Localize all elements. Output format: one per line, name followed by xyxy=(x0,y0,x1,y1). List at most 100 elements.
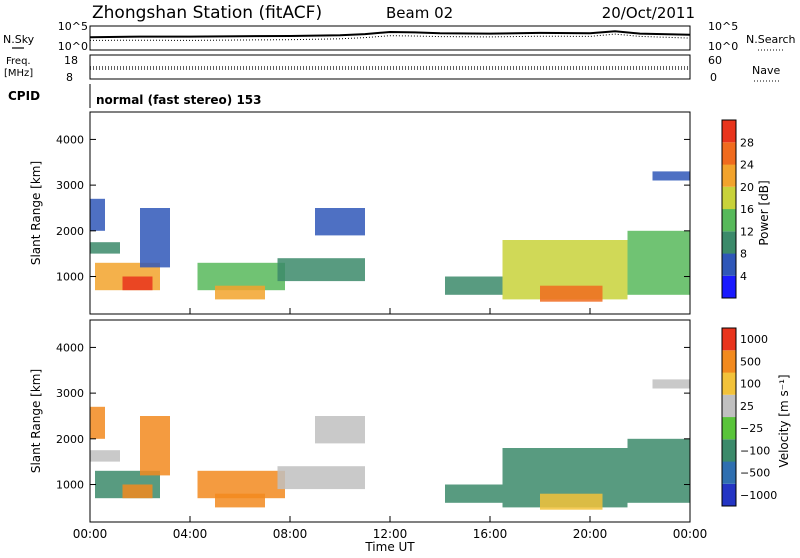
noise-lines xyxy=(89,30,691,41)
x-tick-label: 12:00 xyxy=(373,527,408,541)
colorbar-tick-label: 8 xyxy=(740,248,747,261)
colorbar-segment xyxy=(722,439,736,462)
noise-tick-bottom-left: 10^0 xyxy=(58,40,88,53)
heatmap-region xyxy=(197,470,285,499)
colorbar-segment xyxy=(722,417,736,440)
nave-label: Nave xyxy=(752,64,780,77)
colorbar-segment xyxy=(722,164,736,187)
noise-panel: N.Sky 10^5 10^0 10^5 10^0 N.Search xyxy=(3,20,796,53)
cpid-text: normal (fast stereo) 153 xyxy=(96,93,262,107)
colorbar-tick-label: −100 xyxy=(740,444,770,457)
velocity-panel: 1000 2000 3000 4000 Slant Range [km] 1000 50… xyxy=(29,319,791,523)
power-y-axis-label: Slant Range [km] xyxy=(29,161,43,265)
colorbar-segment xyxy=(722,350,736,373)
date-label: 20/Oct/2011 xyxy=(602,4,695,22)
colorbar-tick-label: 24 xyxy=(740,159,754,172)
heatmap-region xyxy=(90,450,120,462)
station-title: Zhongshan Station (fitACF) xyxy=(92,3,322,23)
x-tick-label: 04:00 xyxy=(173,527,208,541)
velocity-colorbar: 1000 500 100 25 −25 −100 −500 −1000 xyxy=(721,327,777,507)
velocity-colorbar-label: Velocity [m s⁻¹] xyxy=(777,374,791,467)
heatmap-region xyxy=(277,258,365,282)
colorbar-tick-label: −25 xyxy=(740,422,763,435)
freq-label-line1: Freq. xyxy=(6,56,31,67)
nsky-series-line xyxy=(89,30,691,39)
colorbar-segment xyxy=(722,120,736,143)
colorbar-tick-label: 25 xyxy=(740,400,754,413)
freq-label-line2: [MHz] xyxy=(4,68,33,79)
y-tick-label: 3000 xyxy=(56,387,84,400)
colorbar-segment xyxy=(722,275,736,299)
velocity-y-axis-label: Slant Range [km] xyxy=(29,369,43,473)
heatmap-region xyxy=(652,171,690,181)
freq-dots xyxy=(90,66,690,70)
colorbar-tick-label: 100 xyxy=(740,378,761,391)
power-panel: 1000 2000 3000 4000 Slant Range [km] 4 8 12 16… xyxy=(29,111,771,315)
x-tick-label: 20:00 xyxy=(573,527,608,541)
colorbar-segment xyxy=(722,186,736,210)
x-axis-ticks: 00:00 04:00 08:00 12:00 16:00 20:00 00:00 xyxy=(73,308,708,541)
heatmap-region xyxy=(215,285,265,300)
power-colorbar: 4 8 12 16 20 24 28 xyxy=(721,119,754,299)
colorbar-tick-label: −500 xyxy=(740,467,770,480)
colorbar-segment xyxy=(722,394,736,418)
colorbar-segment xyxy=(722,142,736,165)
colorbar-tick-label: 1000 xyxy=(740,333,768,346)
nave-tick-top: 60 xyxy=(708,54,722,67)
colorbar-tick-label: 4 xyxy=(740,270,747,283)
noise-tick-top-right: 10^5 xyxy=(708,20,738,33)
x-tick-label: 00:00 xyxy=(73,527,108,541)
heatmap-region xyxy=(277,466,365,490)
colorbar-segment xyxy=(722,253,736,276)
nsearch-label: N.Search xyxy=(746,33,796,46)
heatmap-region xyxy=(90,198,105,231)
power-colorbar-label: Power [dB] xyxy=(757,180,771,245)
y-tick-label: 1000 xyxy=(56,479,84,492)
beam-label: Beam 02 xyxy=(386,4,453,22)
heatmap-region xyxy=(315,208,365,236)
x-tick-label: 00:00 xyxy=(673,527,708,541)
heatmap-region xyxy=(652,379,690,389)
colorbar-segment xyxy=(722,372,736,395)
heatmap-region xyxy=(122,484,153,499)
velocity-y-ticks: 1000 2000 3000 4000 xyxy=(56,341,690,492)
colorbar-frame xyxy=(721,119,737,299)
heatmap-region xyxy=(445,484,503,503)
y-tick-label: 2000 xyxy=(56,433,84,446)
x-axis-label: Time UT xyxy=(364,540,415,554)
heatmap-region xyxy=(90,242,120,254)
heatmap-region xyxy=(140,416,170,476)
heatmap-region xyxy=(122,276,153,291)
cpid-label: CPID xyxy=(8,89,40,103)
freq-panel: Freq. [MHz] 18 8 60 0 Nave xyxy=(4,54,780,84)
freq-tick-top: 18 xyxy=(64,54,78,67)
colorbar-tick-label: −1000 xyxy=(740,489,777,502)
freq-tick-bottom: 8 xyxy=(66,71,73,84)
colorbar-tick-label: 28 xyxy=(740,136,754,149)
colorbar-frame xyxy=(721,327,737,507)
colorbar-tick-label: 500 xyxy=(740,355,761,368)
colorbar-segment xyxy=(722,328,736,351)
noise-tick-bottom-right: 10^0 xyxy=(708,40,738,53)
power-heatmap xyxy=(90,171,690,302)
colorbar-segment xyxy=(722,461,736,484)
power-y-ticks: 1000 2000 3000 4000 xyxy=(56,133,690,284)
x-tick-label: 08:00 xyxy=(273,527,308,541)
y-tick-label: 2000 xyxy=(56,225,84,238)
heatmap-region xyxy=(627,438,690,503)
nsearch-series-line xyxy=(89,33,691,41)
heatmap-region xyxy=(197,262,285,291)
nave-tick-bottom: 0 xyxy=(710,71,717,84)
colorbar-segment xyxy=(722,483,736,507)
heatmap-region xyxy=(540,493,603,510)
heatmap-region xyxy=(140,208,170,268)
x-tick-label: 16:00 xyxy=(473,527,508,541)
heatmap-region xyxy=(90,406,105,439)
heatmap-region xyxy=(445,276,503,295)
velocity-heatmap xyxy=(90,379,690,510)
heatmap-region xyxy=(215,493,265,508)
heatmap-region xyxy=(540,285,603,302)
y-tick-label: 3000 xyxy=(56,179,84,192)
